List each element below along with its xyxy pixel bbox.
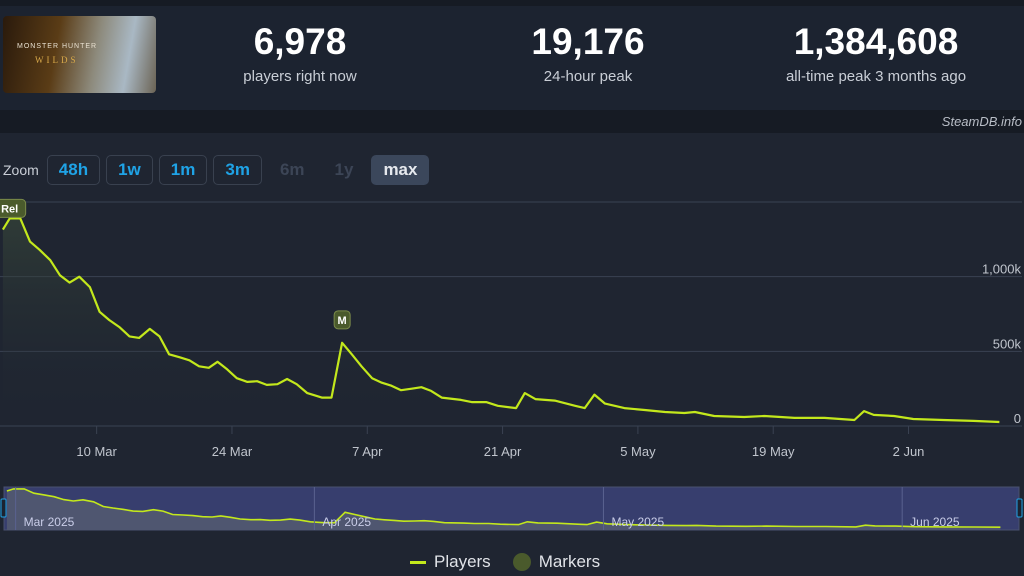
cover-subtitle: WILDS — [35, 55, 79, 65]
navigator-label: Apr 2025 — [322, 515, 371, 529]
legend-players[interactable]: Players — [434, 552, 491, 571]
game-cover-image[interactable]: MONSTER HUNTER WILDS — [3, 16, 156, 93]
navigator-line — [6, 488, 1001, 528]
zoom-6m-button: 6m — [279, 160, 305, 179]
stat-value: 6,978 — [253, 21, 347, 62]
x-tick-label: 2 Jun — [893, 444, 925, 459]
navigator-handle[interactable] — [1016, 498, 1023, 518]
stat-value: 19,176 — [531, 21, 645, 62]
chart-credit[interactable]: SteamDB.info — [941, 114, 1022, 129]
zoom-3m-button[interactable]: 3m — [213, 155, 262, 185]
players-line — [1, 217, 1000, 424]
cover-title: MONSTER HUNTER — [17, 43, 98, 50]
top-bar — [0, 0, 1024, 6]
marker-badge — [0, 198, 27, 218]
players-area — [2, 218, 1000, 426]
stat-value: 1,384,608 — [793, 21, 959, 62]
x-tick-label: 21 Apr — [484, 444, 522, 459]
markers-legend-icon — [512, 553, 531, 571]
stat-label: all-time peak 3 months ago — [785, 68, 967, 85]
marker-label: Rel — [1, 203, 18, 215]
stat-24h-peak: 19,176 24-hour peak — [468, 21, 708, 86]
x-tick-label: 10 Mar — [76, 444, 117, 459]
zoom-label: Zoom — [3, 162, 39, 178]
zoom-1m-button[interactable]: 1m — [158, 155, 208, 185]
stat-label: 24-hour peak — [543, 68, 633, 85]
zoom-max-button[interactable]: max — [371, 155, 430, 185]
x-tick-label: 24 Mar — [212, 444, 253, 459]
stat-current-players: 6,978 players right now — [180, 21, 420, 86]
navigator-label: May 2025 — [611, 515, 664, 529]
x-tick-label: 19 May — [752, 444, 795, 459]
y-tick-label: 500k — [993, 336, 1022, 351]
marker-label: M — [338, 315, 347, 327]
zoom-48h-button[interactable]: 48h — [46, 155, 101, 185]
marker-badge — [333, 310, 351, 330]
navigator-handle[interactable] — [0, 498, 7, 518]
zoom-1w-button[interactable]: 1w — [106, 155, 153, 185]
stats-panel — [0, 6, 1024, 110]
zoom-controls: Zoom 48h 1w 1m 3m 6m 1y max — [3, 155, 430, 185]
legend-markers[interactable]: Markers — [538, 552, 601, 571]
stat-all-time-peak: 1,384,608 all-time peak 3 months ago — [756, 21, 996, 86]
players-legend-icon — [410, 560, 426, 564]
zoom-1y-button: 1y — [334, 160, 354, 179]
y-tick-label: 0 — [1014, 411, 1021, 426]
chart-legend: Players Markers — [410, 552, 600, 572]
divider-band — [0, 110, 1024, 133]
x-tick-label: 7 Apr — [352, 444, 383, 459]
stat-label: players right now — [243, 68, 357, 85]
y-tick-label: 1,000k — [982, 262, 1022, 277]
navigator-label: Jun 2025 — [910, 515, 960, 529]
navigator-label: Mar 2025 — [24, 515, 75, 529]
x-tick-label: 5 May — [620, 444, 656, 459]
